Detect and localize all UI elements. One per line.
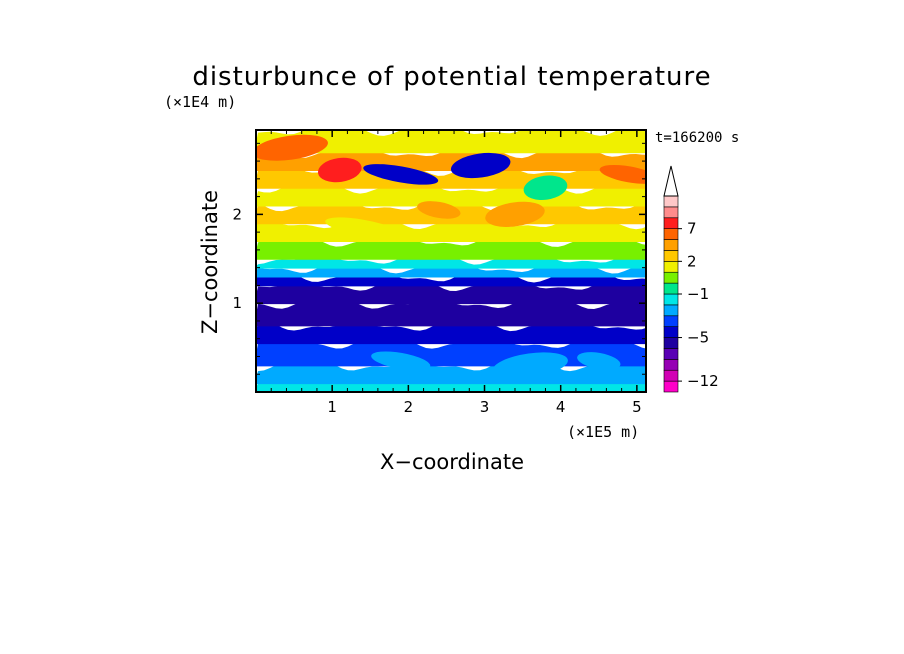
y-tick-label: 2 [232, 205, 242, 223]
field-feature [317, 157, 362, 183]
colorbar-swatch [663, 239, 679, 251]
temperature-field [256, 130, 646, 392]
axis-ticks: 1 2 3 4 5 1 2 [232, 130, 646, 416]
colorbar-swatch [663, 380, 679, 393]
field-feature [363, 164, 439, 185]
colorbar-tick-label: 7 [687, 220, 697, 238]
colorbar-swatch [663, 250, 679, 262]
field-feature [256, 134, 328, 161]
colorbar-swatch [663, 359, 679, 371]
x-tick-label: 2 [404, 398, 414, 416]
x-axis-title: X−coordinate [380, 450, 524, 474]
colorbar-tick-label: 2 [687, 252, 697, 270]
field-band [256, 297, 646, 327]
colorbar-swatch [663, 271, 679, 284]
colorbar-swatch [663, 228, 679, 240]
field-band [256, 270, 646, 287]
field-feature [492, 352, 568, 379]
x-tick-label: 3 [480, 398, 490, 416]
y-axis-title: Z−coordinate [198, 190, 222, 334]
chart-title: disturbunce of potential temperature [192, 62, 711, 92]
colorbar-swatch [663, 326, 679, 338]
field-band [256, 383, 646, 392]
field-feature [450, 152, 511, 179]
time-label: t=166200 s [655, 130, 739, 146]
y-axis-unit: (×1E4 m) [164, 93, 236, 111]
colorbar-tick-label: −12 [687, 372, 719, 390]
x-tick-label: 5 [632, 398, 642, 416]
field-band [256, 279, 646, 305]
colorbar-swatch [663, 348, 679, 360]
field-band [256, 130, 646, 131]
colorbar-swatch [663, 337, 679, 349]
colorbar-swatch [663, 195, 679, 208]
colorbar: 7 2 −1 −5 −12 [663, 165, 719, 393]
field-feature [485, 201, 545, 227]
field-feature [325, 217, 401, 238]
colorbar-swatch [663, 315, 679, 327]
colorbar-tick-label: −1 [687, 285, 709, 303]
colorbar-swatch [663, 282, 679, 295]
x-tick-label: 4 [556, 398, 566, 416]
field-band [256, 130, 646, 154]
colorbar-extension [663, 165, 679, 197]
field-feature [523, 175, 568, 201]
x-tick-label: 1 [327, 398, 337, 416]
colorbar-swatch [663, 304, 679, 317]
field-feature [577, 352, 621, 370]
y-tick-label: 1 [232, 294, 242, 312]
field-band [256, 235, 646, 260]
colorbar-swatch [663, 206, 679, 219]
colorbar-swatch [663, 293, 679, 306]
x-axis-unit: (×1E5 m) [567, 423, 639, 441]
field-feature [417, 201, 461, 219]
colorbar-swatch [663, 261, 679, 273]
plot-frame [255, 129, 647, 393]
colorbar-swatch [663, 217, 679, 229]
field-feature [371, 351, 431, 371]
colorbar-tick-label: −5 [687, 329, 709, 347]
colorbar-swatch [663, 369, 679, 382]
